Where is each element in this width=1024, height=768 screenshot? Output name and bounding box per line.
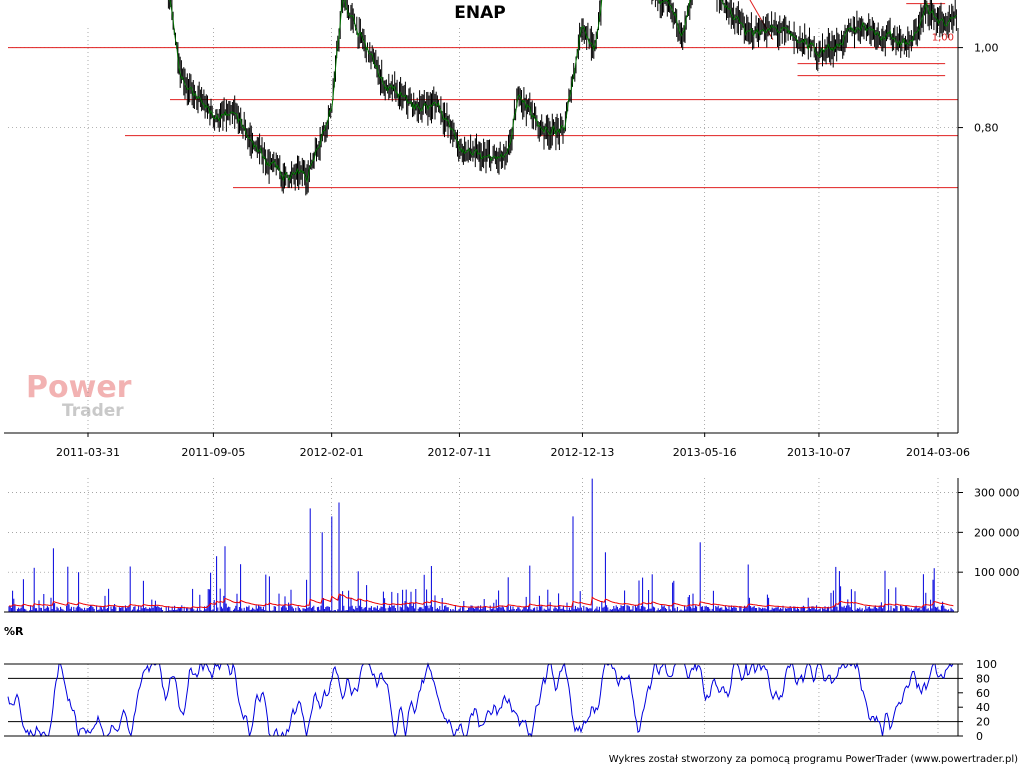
williams-r-series — [7, 662, 954, 738]
watermark-trader: Trader — [62, 401, 124, 421]
y-tick-label: 20 — [976, 716, 990, 729]
footer-credit: Wykres został stworzony za pomocą progra… — [609, 754, 1018, 765]
volume-average-line — [9, 593, 954, 609]
x-tick-label: 2012-02-01 — [300, 446, 364, 459]
x-tick-label: 2012-07-11 — [427, 446, 491, 459]
price-series-line — [169, 0, 957, 184]
x-tick-label: 2013-10-07 — [787, 446, 851, 459]
volume-average — [9, 593, 954, 609]
x-tick-label: 2011-03-31 — [56, 446, 120, 459]
y-tick-label: 40 — [976, 701, 990, 714]
price-axis: 1,601,401,201,000,802011-03-312011-09-05… — [4, 28, 999, 459]
y-tick-label: 1,00 — [974, 42, 999, 55]
y-tick-label: 100 000 — [974, 566, 1020, 579]
y-tick-label: 300 000 — [974, 487, 1020, 500]
williams-r-grid — [87, 664, 939, 736]
x-tick-label: 2012-12-13 — [550, 446, 614, 459]
volume-axis: 300 000 200 000 100 000 — [4, 478, 1020, 613]
y-tick-label: 0 — [976, 730, 983, 743]
x-tick-label: 2014-03-06 — [906, 446, 970, 459]
williams-r-label: %R — [4, 625, 24, 638]
volume-bars — [8, 478, 954, 612]
x-tick-label: 2011-09-05 — [181, 446, 245, 459]
level-label: 1,00 — [932, 33, 954, 44]
volume-panel: 300 000 200 000 100 000 — [4, 478, 1020, 613]
watermark: Power Trader — [26, 370, 132, 421]
y-tick-label: 80 — [976, 672, 990, 685]
price-line — [169, 0, 957, 184]
y-tick-label: 200 000 — [974, 526, 1020, 539]
price-panel: 1,431,351,221,00 1,601,401,201,000,80201… — [4, 0, 999, 459]
x-tick-label: 2013-05-16 — [673, 446, 737, 459]
y-tick-label: 60 — [976, 687, 990, 700]
y-tick-label: 0,80 — [974, 122, 999, 135]
y-tick-label: 100 — [976, 658, 997, 671]
williams-r-line — [7, 662, 954, 738]
watermark-power: Power — [26, 370, 132, 405]
chart-title: ENAP — [454, 3, 505, 23]
